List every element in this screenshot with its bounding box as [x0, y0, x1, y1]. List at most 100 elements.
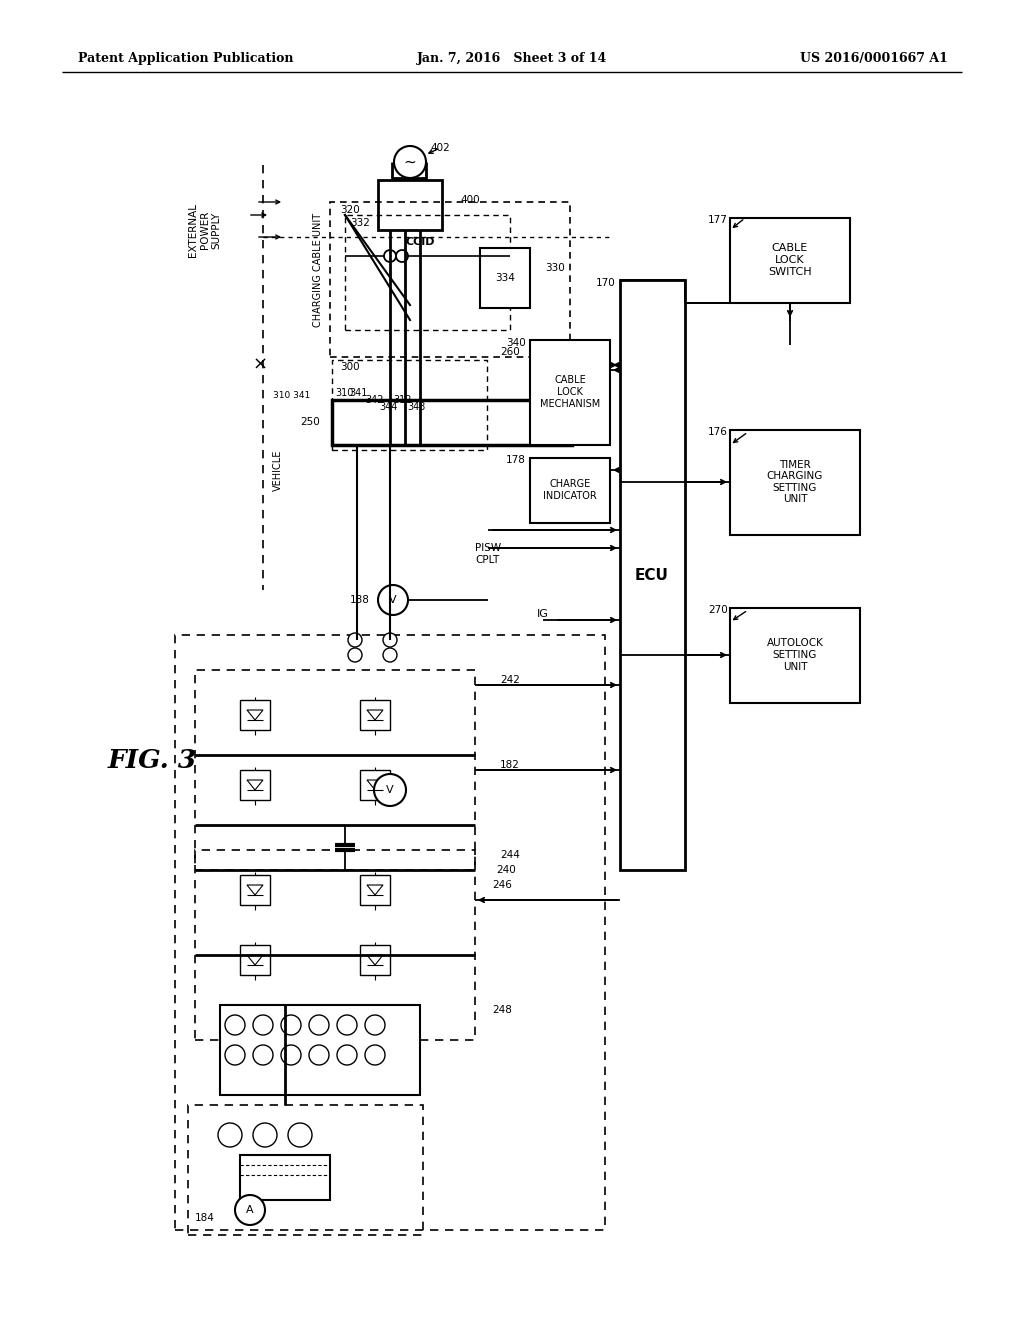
Text: IG: IG [537, 609, 549, 619]
Circle shape [253, 1123, 278, 1147]
Bar [530, 458, 610, 523]
Bar [360, 700, 390, 730]
Circle shape [365, 1015, 385, 1035]
Bar [345, 215, 510, 330]
Text: ~: ~ [403, 154, 417, 169]
Bar [620, 280, 685, 870]
Circle shape [253, 1015, 273, 1035]
Bar [332, 400, 572, 445]
Text: CCID: CCID [406, 238, 435, 247]
Circle shape [309, 1015, 329, 1035]
Bar [360, 875, 390, 906]
Circle shape [396, 249, 408, 261]
Bar [240, 875, 270, 906]
Text: 330: 330 [545, 263, 565, 273]
Text: 340: 340 [506, 338, 526, 348]
Circle shape [281, 1045, 301, 1065]
Text: VEHICLE: VEHICLE [273, 449, 283, 491]
Text: 246: 246 [492, 880, 512, 890]
Text: 344: 344 [379, 403, 397, 412]
Circle shape [365, 1045, 385, 1065]
Text: 260: 260 [501, 347, 520, 356]
Text: 332: 332 [350, 218, 370, 228]
Circle shape [378, 585, 408, 615]
Bar [360, 770, 390, 800]
Circle shape [234, 1195, 265, 1225]
Text: 184: 184 [196, 1213, 215, 1224]
Circle shape [281, 1015, 301, 1035]
Text: 270: 270 [709, 605, 728, 615]
Bar [195, 850, 475, 1040]
Bar [240, 700, 270, 730]
Text: 177: 177 [709, 215, 728, 224]
Text: AUTOLOCK
SETTING
UNIT: AUTOLOCK SETTING UNIT [767, 639, 823, 672]
Bar [330, 202, 570, 356]
Text: Patent Application Publication: Patent Application Publication [78, 51, 294, 65]
Text: CPLT: CPLT [476, 554, 500, 565]
Bar [730, 218, 850, 304]
Bar [480, 248, 530, 308]
Circle shape [348, 648, 362, 663]
Text: 250: 250 [300, 417, 319, 426]
Bar [175, 635, 605, 1230]
Text: Jan. 7, 2016   Sheet 3 of 14: Jan. 7, 2016 Sheet 3 of 14 [417, 51, 607, 65]
Text: 320: 320 [340, 205, 359, 215]
Bar [240, 770, 270, 800]
Bar [530, 341, 610, 445]
Text: 188: 188 [350, 595, 370, 605]
Circle shape [394, 147, 426, 178]
Bar [195, 671, 475, 870]
Text: V: V [386, 785, 394, 795]
Text: 182: 182 [500, 760, 520, 770]
Text: 300: 300 [340, 362, 359, 372]
Bar [240, 1155, 330, 1200]
Circle shape [337, 1045, 357, 1065]
Text: CABLE
LOCK
SWITCH: CABLE LOCK SWITCH [768, 243, 812, 277]
Text: TIMER
CHARGING
SETTING
UNIT: TIMER CHARGING SETTING UNIT [767, 459, 823, 504]
Bar [730, 609, 860, 704]
Text: CABLE
LOCK
MECHANISM: CABLE LOCK MECHANISM [540, 375, 600, 409]
Text: US 2016/0001667 A1: US 2016/0001667 A1 [800, 51, 948, 65]
Text: 334: 334 [495, 273, 515, 282]
Circle shape [225, 1045, 245, 1065]
Text: PISW: PISW [475, 543, 501, 553]
Text: FIG. 3: FIG. 3 [108, 747, 198, 772]
Circle shape [384, 249, 396, 261]
Text: A: A [246, 1205, 254, 1214]
Text: 178: 178 [506, 455, 526, 465]
Text: 176: 176 [709, 426, 728, 437]
Circle shape [337, 1015, 357, 1035]
Text: 310 341: 310 341 [272, 391, 310, 400]
Text: 402: 402 [430, 143, 450, 153]
Bar [240, 945, 270, 975]
Text: CHARGE
INDICATOR: CHARGE INDICATOR [543, 479, 597, 500]
Text: V: V [389, 595, 397, 605]
Text: 240: 240 [496, 865, 516, 875]
Text: 341: 341 [349, 388, 368, 399]
Text: 343: 343 [407, 403, 425, 412]
Bar [220, 1005, 420, 1096]
Text: EXTERNAL
POWER
SUPPLY: EXTERNAL POWER SUPPLY [188, 203, 221, 257]
Text: 242: 242 [500, 675, 520, 685]
Circle shape [309, 1045, 329, 1065]
Bar [378, 180, 442, 230]
Text: ECU: ECU [635, 568, 669, 582]
Text: 244: 244 [500, 850, 520, 861]
Bar [730, 430, 860, 535]
Bar [360, 945, 390, 975]
Circle shape [218, 1123, 242, 1147]
Text: 342: 342 [366, 395, 384, 405]
Text: 312: 312 [394, 395, 413, 405]
Text: 170: 170 [596, 279, 616, 288]
Text: 248: 248 [492, 1005, 512, 1015]
Bar [188, 1105, 423, 1236]
Circle shape [383, 634, 397, 647]
Text: CHARGING CABLE UNIT: CHARGING CABLE UNIT [313, 213, 323, 327]
Text: ×: × [253, 356, 267, 374]
Text: 310: 310 [336, 388, 354, 399]
Circle shape [288, 1123, 312, 1147]
Circle shape [383, 648, 397, 663]
Circle shape [374, 774, 406, 807]
Circle shape [348, 634, 362, 647]
Bar [332, 360, 487, 450]
